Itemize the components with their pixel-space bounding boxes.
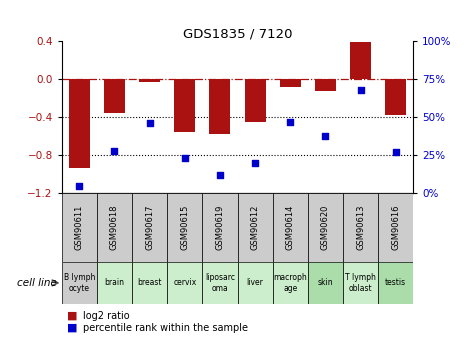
Text: skin: skin (318, 278, 333, 287)
Text: testis: testis (385, 278, 406, 287)
Bar (132, 193, 167, 262)
Text: GSM90614: GSM90614 (286, 205, 294, 250)
Bar (62, 193, 97, 262)
Bar (62, 262, 97, 304)
Point (216, 172, 224, 178)
Text: GSM90617: GSM90617 (145, 205, 154, 250)
Bar (343, 262, 378, 304)
Text: GSM90613: GSM90613 (356, 205, 365, 250)
Bar (308, 262, 343, 304)
Point (286, 119, 294, 125)
Text: liver: liver (247, 278, 264, 287)
Bar (238, 262, 273, 304)
Text: ■: ■ (66, 311, 77, 321)
Bar (273, 262, 308, 304)
Text: GSM90619: GSM90619 (216, 205, 224, 250)
Text: cell line: cell line (17, 278, 57, 288)
Bar (202, 193, 238, 262)
Text: percentile rank within the sample: percentile rank within the sample (83, 323, 248, 333)
Bar (139, 79, 160, 82)
Point (392, 149, 399, 155)
Bar (167, 262, 202, 304)
Bar (308, 193, 343, 262)
Text: GSM90612: GSM90612 (251, 205, 259, 250)
Title: GDS1835 / 7120: GDS1835 / 7120 (183, 27, 292, 40)
Text: ■: ■ (66, 323, 77, 333)
Bar (209, 79, 230, 134)
Bar (104, 79, 125, 112)
Bar (167, 193, 202, 262)
Point (251, 160, 259, 166)
Bar (378, 262, 413, 304)
Bar (69, 79, 90, 168)
Text: GSM90620: GSM90620 (321, 205, 330, 250)
Bar (273, 193, 308, 262)
Text: log2 ratio: log2 ratio (83, 311, 130, 321)
Text: brain: brain (104, 278, 124, 287)
Text: GSM90618: GSM90618 (110, 205, 119, 250)
Bar (385, 79, 406, 115)
Bar (132, 262, 167, 304)
Bar (315, 79, 336, 91)
Text: GSM90615: GSM90615 (180, 205, 189, 250)
Bar (378, 193, 413, 262)
Bar (202, 262, 238, 304)
Bar (238, 193, 273, 262)
Text: breast: breast (137, 278, 162, 287)
Bar (97, 262, 132, 304)
Text: GSM90611: GSM90611 (75, 205, 84, 250)
Bar (174, 79, 195, 131)
Point (76, 183, 83, 188)
Bar (280, 79, 301, 87)
Point (181, 156, 189, 161)
Bar (350, 42, 371, 79)
Point (111, 148, 118, 154)
Text: cervix: cervix (173, 278, 196, 287)
Text: T lymph
oblast: T lymph oblast (345, 273, 376, 293)
Text: liposarc
oma: liposarc oma (205, 273, 235, 293)
Bar (343, 193, 378, 262)
Point (322, 133, 329, 138)
Text: GSM90616: GSM90616 (391, 205, 400, 250)
Text: B lymph
ocyte: B lymph ocyte (64, 273, 95, 293)
Point (146, 121, 153, 126)
Point (357, 87, 364, 93)
Text: macroph
age: macroph age (273, 273, 307, 293)
Bar (245, 79, 266, 122)
Bar (97, 193, 132, 262)
